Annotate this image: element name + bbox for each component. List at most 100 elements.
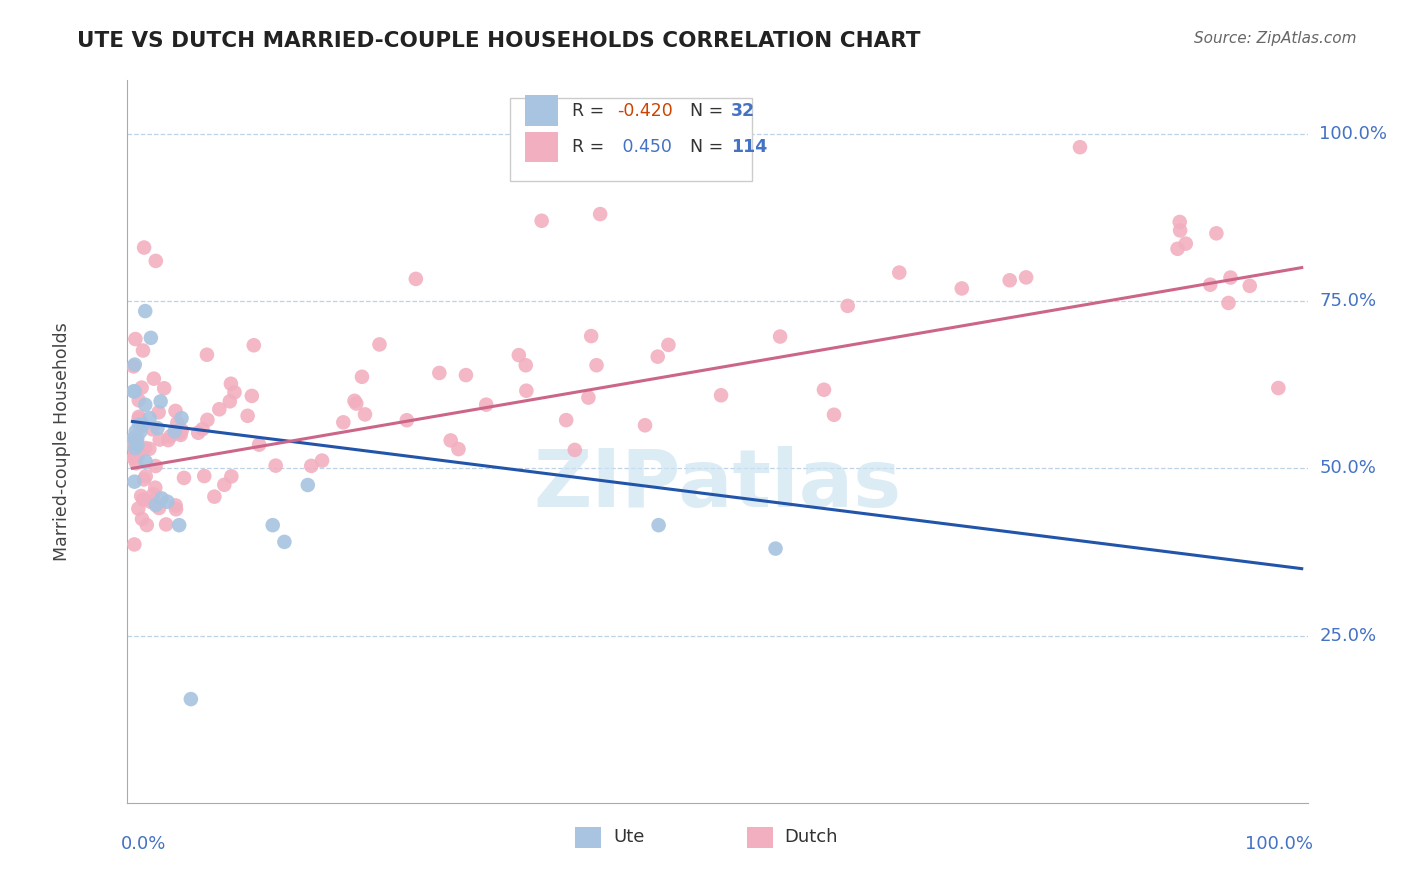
Point	[440, 434, 463, 448]
Point	[243, 338, 266, 352]
Text: 0.0%: 0.0%	[121, 835, 166, 854]
Point	[129, 489, 152, 503]
Text: N =: N =	[690, 102, 728, 120]
FancyBboxPatch shape	[524, 132, 558, 162]
Point	[1199, 277, 1222, 292]
Point	[405, 272, 427, 286]
Point	[138, 411, 160, 425]
Text: 25.0%: 25.0%	[1319, 626, 1376, 645]
Point	[131, 418, 153, 433]
Point	[224, 385, 246, 400]
Point	[131, 381, 153, 395]
Point	[354, 408, 377, 422]
Point	[170, 411, 193, 425]
FancyBboxPatch shape	[524, 95, 558, 126]
Point	[142, 487, 165, 501]
Point	[128, 411, 150, 425]
Point	[127, 449, 149, 463]
Point	[240, 389, 263, 403]
Point	[124, 449, 146, 463]
Point	[218, 394, 240, 409]
Point	[170, 428, 193, 442]
Point	[297, 478, 319, 492]
Point	[134, 304, 156, 318]
Point	[127, 431, 149, 445]
Point	[145, 458, 167, 473]
Point	[769, 329, 792, 343]
Point	[264, 458, 287, 473]
Point	[475, 398, 498, 412]
Point	[132, 343, 155, 358]
Point	[208, 402, 231, 417]
Point	[395, 413, 418, 427]
Text: Dutch: Dutch	[785, 829, 838, 847]
Text: Ute: Ute	[613, 829, 644, 847]
Point	[124, 444, 146, 458]
Point	[180, 692, 202, 706]
Point	[515, 358, 537, 372]
Text: 0.450: 0.450	[617, 137, 672, 156]
Point	[273, 534, 295, 549]
Point	[125, 456, 148, 470]
Point	[124, 384, 146, 399]
Text: Source: ZipAtlas.com: Source: ZipAtlas.com	[1194, 31, 1357, 46]
Point	[1174, 236, 1197, 251]
Point	[129, 425, 152, 439]
Point	[454, 368, 477, 382]
Point	[125, 425, 148, 439]
Point	[221, 469, 243, 483]
Point	[950, 281, 973, 295]
Point	[145, 498, 167, 512]
Point	[141, 422, 163, 436]
Point	[138, 442, 160, 456]
Point	[202, 490, 225, 504]
Point	[1219, 270, 1241, 285]
Point	[155, 517, 177, 532]
Point	[145, 254, 167, 268]
Point	[195, 348, 218, 362]
Point	[142, 371, 165, 385]
Text: R =: R =	[572, 137, 610, 156]
Point	[134, 398, 156, 412]
Point	[122, 440, 145, 454]
Text: 100.0%: 100.0%	[1246, 835, 1313, 854]
Point	[1069, 140, 1091, 154]
Text: N =: N =	[690, 137, 728, 156]
Point	[1015, 270, 1038, 285]
Point	[165, 404, 187, 418]
Point	[148, 500, 170, 515]
Point	[170, 423, 193, 437]
Text: 50.0%: 50.0%	[1319, 459, 1376, 477]
Point	[148, 405, 170, 419]
Point	[127, 438, 149, 452]
Text: 114: 114	[731, 137, 768, 156]
Text: UTE VS DUTCH MARRIED-COUPLE HOUSEHOLDS CORRELATION CHART: UTE VS DUTCH MARRIED-COUPLE HOUSEHOLDS C…	[77, 31, 921, 51]
Point	[998, 273, 1021, 287]
Point	[124, 475, 146, 489]
Point	[515, 384, 537, 398]
Point	[153, 381, 176, 395]
Point	[122, 359, 145, 374]
Point	[1218, 296, 1240, 310]
Point	[813, 383, 835, 397]
Point	[1267, 381, 1289, 395]
Point	[236, 409, 259, 423]
Point	[132, 492, 155, 507]
Point	[647, 350, 669, 364]
Text: 32: 32	[731, 102, 755, 120]
Point	[508, 348, 530, 362]
Text: R =: R =	[572, 102, 610, 120]
Point	[197, 413, 219, 427]
Point	[837, 299, 859, 313]
Point	[173, 471, 195, 485]
Point	[122, 384, 145, 399]
Point	[125, 433, 148, 447]
Point	[128, 393, 150, 408]
Point	[710, 388, 733, 402]
Point	[124, 537, 146, 551]
Point	[1168, 223, 1191, 237]
Point	[124, 431, 146, 445]
Point	[214, 477, 236, 491]
Text: 75.0%: 75.0%	[1319, 292, 1376, 310]
Point	[657, 338, 679, 352]
